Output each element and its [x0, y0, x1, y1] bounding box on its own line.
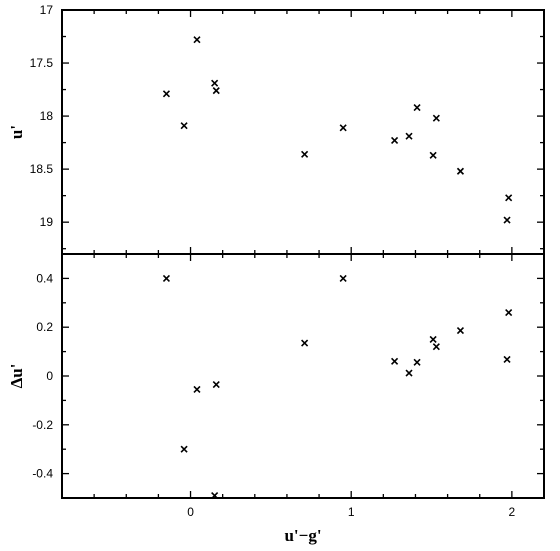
bottom-data-point — [180, 445, 188, 453]
top-data-point — [429, 151, 437, 159]
bottom-data-point — [212, 380, 220, 389]
bottom-data-point — [339, 274, 347, 282]
bottom-x-tick-label: 2 — [509, 505, 516, 519]
top-data-point — [301, 150, 309, 158]
bottom-data-point — [505, 308, 513, 317]
top-data-point — [339, 124, 347, 132]
top-data-point — [405, 132, 413, 140]
bottom-y-tick-label: -0.2 — [32, 418, 53, 432]
bottom-data-point — [391, 357, 399, 365]
bottom-data-point — [405, 369, 413, 377]
top-panel: 17 17.5 18 18.5 19 — [30, 3, 545, 255]
bottom-data-point — [193, 385, 201, 393]
bottom-y-axis-label: Δu' — [7, 364, 26, 389]
top-data-point — [180, 122, 188, 130]
top-y-tick-label: 18.5 — [30, 162, 54, 176]
top-data-point — [162, 90, 170, 98]
top-y-tick-label: 17 — [40, 3, 54, 17]
top-data-point — [211, 79, 219, 87]
bottom-data-point — [211, 491, 219, 500]
bottom-data-point — [503, 355, 511, 363]
top-data-point — [505, 194, 513, 202]
top-plot-frame — [61, 9, 545, 255]
top-data-point — [503, 216, 511, 224]
top-data-point — [432, 114, 440, 122]
top-y-tick-label: 19 — [40, 215, 54, 229]
bottom-data-point — [301, 339, 309, 347]
bottom-data-point — [162, 274, 170, 282]
top-data-point — [456, 167, 465, 175]
bottom-y-tick-label: 0.2 — [36, 320, 53, 334]
top-y-tick-label: 17.5 — [30, 56, 54, 70]
bottom-x-tick-label: 0 — [187, 505, 194, 519]
bottom-data-point — [432, 343, 440, 351]
bottom-panel: -0.4 -0.2 0 0.2 0.4 0 1 2 — [32, 253, 545, 519]
bottom-y-tick-label: -0.4 — [32, 467, 53, 481]
bottom-x-tick-label: 1 — [348, 505, 355, 519]
bottom-data-point — [456, 327, 465, 335]
top-y-axis-label: u' — [7, 125, 26, 139]
top-data-point — [212, 87, 220, 95]
top-y-tick-label: 18 — [40, 109, 54, 123]
bottom-plot-frame — [61, 253, 545, 499]
bottom-y-tick-label: 0 — [46, 369, 53, 383]
x-axis-label: u'−g' — [284, 526, 321, 545]
top-data-point — [413, 104, 421, 112]
top-data-point — [193, 36, 201, 44]
top-data-point — [391, 136, 399, 145]
bottom-data-point — [429, 335, 437, 343]
bottom-y-tick-label: 0.4 — [36, 271, 53, 285]
bottom-data-point — [413, 358, 421, 366]
